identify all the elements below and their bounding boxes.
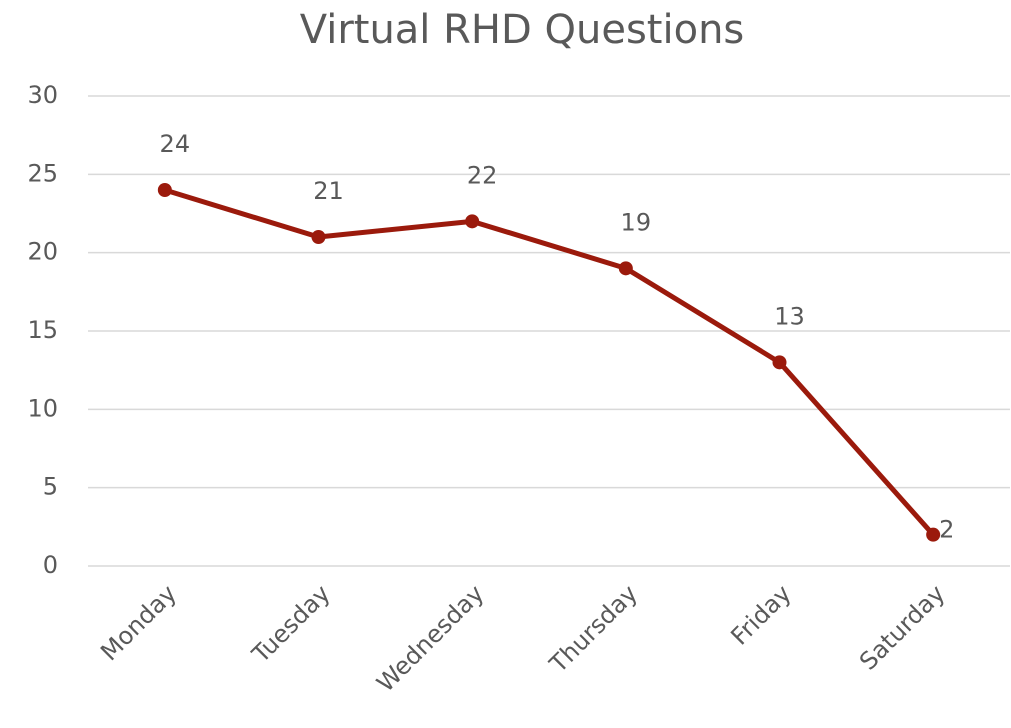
line [164,187,936,537]
chart-title: Virtual RHD Questions [300,7,745,53]
point [618,261,633,276]
x-tick-label: Friday [725,579,796,650]
y-tick-label: 0 [43,551,58,579]
point [311,230,326,244]
y-tick-label: 15 [27,316,58,344]
y-tick-label: 30 [27,81,58,109]
y-tick-label: 25 [27,159,58,187]
data-label: 22 [467,161,498,189]
point [772,355,787,370]
y-tick-label: 10 [27,394,58,422]
point [157,183,172,197]
data-label: 19 [621,208,652,236]
x-tick-label: Thursday [544,579,643,678]
x-tick-label: Wednesday [371,579,489,697]
x-tick-label: Tuesday [246,579,336,669]
data-label: 24 [160,130,191,158]
point [465,214,480,229]
y-tick-label: 20 [27,238,58,266]
data-label: 21 [313,177,344,205]
data-label: 2 [939,516,954,544]
x-tick-label: Saturday [854,579,950,675]
y-tick-label: 5 [43,473,58,501]
data-label: 13 [774,302,805,330]
x-tick-label: Monday [95,579,182,666]
point [926,527,941,542]
